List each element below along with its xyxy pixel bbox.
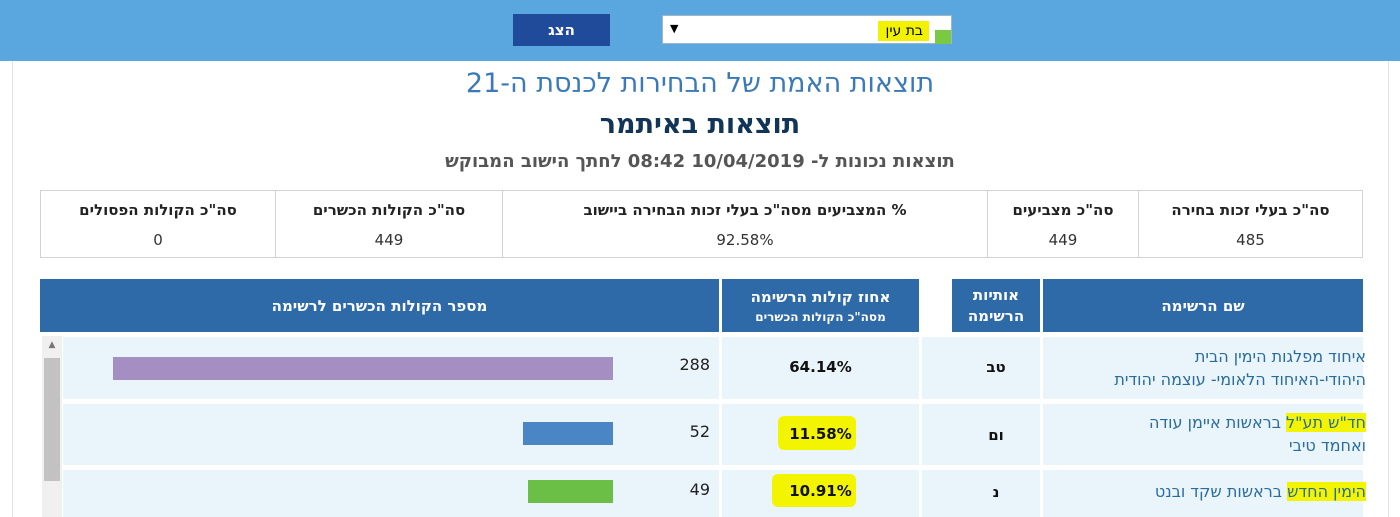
chevron-down-icon[interactable]: ▼: [670, 22, 679, 35]
summary-value: 449: [374, 231, 404, 249]
highlight-mark: [772, 474, 856, 507]
summary-box: סה"כ בעלי זכות בחירה 485 סה"כ מצביעים 44…: [40, 190, 1363, 258]
list-name[interactable]: חד"ש תע"ל בראשות איימן עודה ואחמד טיבי: [1046, 411, 1366, 457]
list-votes: 288: [679, 355, 710, 374]
list-name-line: בראשות איימן עודה: [1148, 413, 1287, 432]
list-letters: ום: [988, 426, 1004, 444]
summary-label: סה"כ בעלי זכות בחירה: [1171, 201, 1330, 219]
list-percent: 11.58%: [789, 425, 852, 443]
summary-label: סה"כ מצביעים: [1012, 201, 1114, 219]
table-row[interactable]: [63, 470, 1363, 517]
header-label: מספר הקולות הכשרים לרשימה: [271, 297, 488, 315]
column-header-percent: אחוז קולות הרשימה מסה"כ הקולות הכשרים: [722, 279, 919, 332]
list-votes: 52: [689, 422, 710, 441]
list-name[interactable]: הימין החדש בראשות שקד ובנט: [1046, 480, 1366, 503]
summary-value: 92.58%: [716, 231, 774, 249]
settlement-select-value: בת עין: [877, 21, 929, 41]
list-name-highlight: הימין החדש: [1287, 482, 1366, 501]
table-row[interactable]: [63, 404, 1363, 465]
list-votes: 49: [689, 480, 710, 499]
list-name-line: ואחמד טיבי: [1289, 436, 1366, 455]
summary-value: 485: [1236, 231, 1265, 249]
list-letters: נ: [992, 483, 1000, 501]
vote-bar: [523, 422, 613, 445]
vote-bar: [113, 357, 613, 380]
column-divider: [919, 337, 922, 517]
summary-col-invalid: סה"כ הקולות הפסולים 0: [41, 191, 275, 257]
settlement-select[interactable]: בת עין ▼: [662, 15, 952, 44]
column-header-letters: אותיות הרשימה: [952, 279, 1040, 332]
summary-value: 0: [153, 231, 163, 249]
summary-col-turnout: % המצביעים מסה"כ בעלי זכות הבחירה ביישוב…: [502, 191, 987, 257]
list-letters: טב: [986, 358, 1006, 376]
scroll-up-icon[interactable]: ▲: [48, 340, 56, 350]
summary-col-valid: סה"כ הקולות הכשרים 449: [275, 191, 502, 257]
summary-value: 449: [1048, 231, 1078, 249]
column-header-votes: מספר הקולות הכשרים לרשימה: [40, 279, 719, 332]
list-name-line: איחוד מפלגות הימין הבית: [1194, 347, 1366, 366]
column-divider: [1040, 337, 1043, 517]
scrollbar-thumb[interactable]: [44, 358, 60, 481]
list-percent: 64.14%: [789, 358, 852, 376]
summary-label: סה"כ הקולות הפסולים: [79, 201, 237, 219]
list-name[interactable]: איחוד מפלגות הימין הבית היהודי-האיחוד הל…: [1046, 345, 1366, 391]
header-label: אחוז קולות הרשימה: [750, 288, 891, 306]
summary-label: סה"כ הקולות הכשרים: [312, 201, 466, 219]
column-divider: [719, 337, 722, 517]
list-name-line: היהודי-האיחוד הלאומי- עוצמה יהודית: [1114, 370, 1366, 389]
header-label: שם הרשימה: [1161, 297, 1245, 315]
page-title: תוצאות האמת של הבחירות לכנסת ה-21: [465, 68, 935, 99]
list-name-highlight: חד"ש תע"ל: [1286, 413, 1366, 432]
show-button[interactable]: הצג: [513, 14, 610, 46]
results-timestamp: תוצאות נכונות ל- 10/04/2019 08:42 לחתך ה…: [445, 151, 955, 172]
vote-bar: [528, 480, 613, 503]
summary-col-eligible: סה"כ בעלי זכות בחירה 485: [1138, 191, 1362, 257]
header-label: אותיות: [972, 286, 1020, 304]
column-header-name: שם הרשימה: [1043, 279, 1363, 332]
list-percent: 10.91%: [789, 482, 852, 500]
highlight-mark: [935, 30, 951, 44]
summary-col-voters: סה"כ מצביעים 449: [987, 191, 1138, 257]
header-label: הרשימה: [967, 307, 1025, 325]
header-sublabel: מסה"כ הקולות הכשרים: [755, 310, 886, 324]
list-name-line: בראשות שקד ובנט: [1154, 482, 1288, 501]
table-scrollbar[interactable]: ▲: [42, 336, 62, 517]
highlight-mark: [778, 416, 856, 450]
summary-label: % המצביעים מסה"כ בעלי זכות הבחירה ביישוב: [583, 201, 907, 219]
page-subtitle: תוצאות באיתמר: [599, 109, 801, 140]
